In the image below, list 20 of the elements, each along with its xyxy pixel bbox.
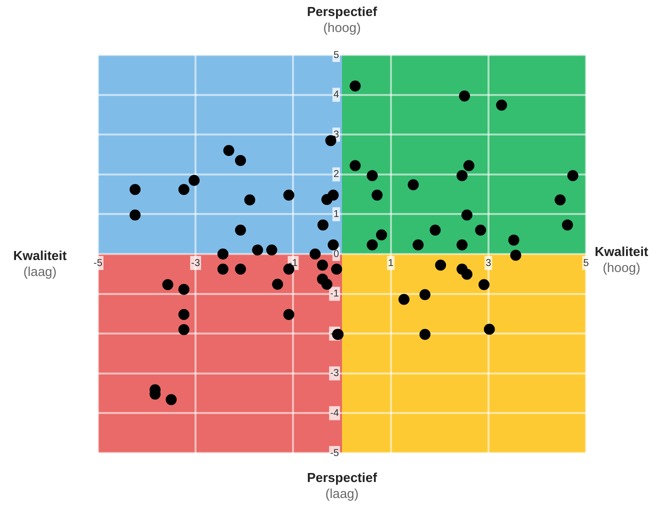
y-tick-label: 5 xyxy=(333,50,340,61)
y-tick-label: 1 xyxy=(333,208,340,220)
text: Kwaliteit (hoog) xyxy=(594,244,648,275)
text: Perspectief (hoog) xyxy=(306,4,378,36)
x-tick-label: -5 xyxy=(94,258,103,269)
y-tick-label: -5 xyxy=(330,448,340,459)
text: Perspectief (laag) xyxy=(306,470,378,502)
y-tick-label: -4 xyxy=(330,408,340,419)
y-tick-label: -1 xyxy=(330,288,340,300)
x-tick-label: 5 xyxy=(583,258,590,269)
text: Kwaliteit (laag) xyxy=(12,248,68,280)
y-tick-label: 3 xyxy=(333,129,340,140)
x-tick-label: 1 xyxy=(388,258,394,269)
x-tick-label: -3 xyxy=(191,258,200,269)
x-tick-label: -1 xyxy=(288,258,298,269)
y-tick-label: 0 xyxy=(333,248,340,260)
y-tick-label: 2 xyxy=(333,169,340,180)
x-tick-label: 3 xyxy=(486,258,492,269)
y-tick-label: 4 xyxy=(333,90,340,101)
y-tick-label: -3 xyxy=(330,368,340,380)
